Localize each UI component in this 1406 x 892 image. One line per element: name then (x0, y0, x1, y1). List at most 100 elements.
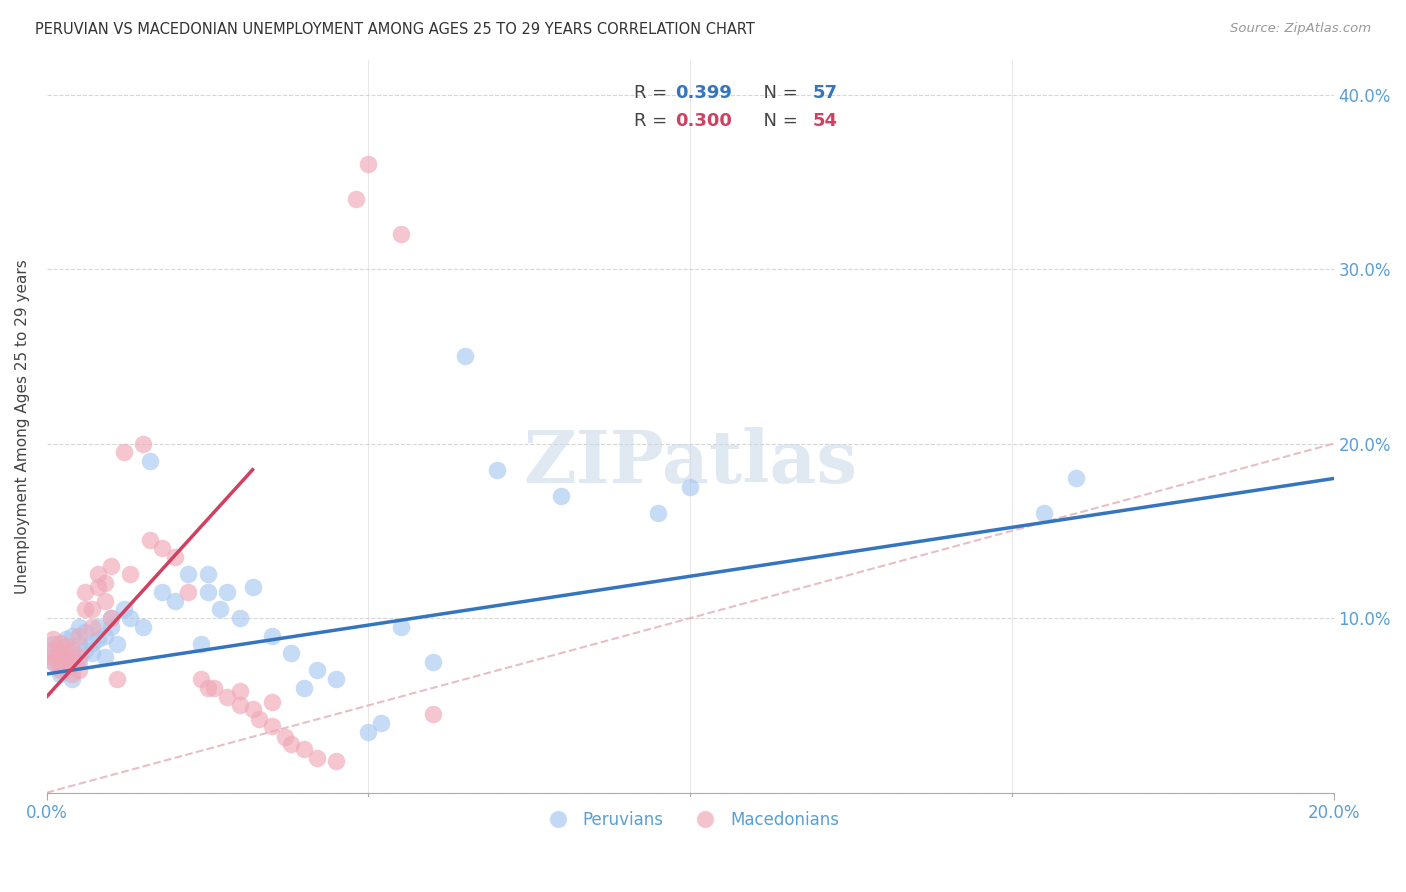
Point (67, 637, 90, 651)
Point (67, 649, 90, 664)
Text: Source: ZipAtlas.com: Source: ZipAtlas.com (1230, 22, 1371, 36)
Point (647, 507, 669, 521)
Point (55, 649, 77, 664)
Text: N =: N = (752, 85, 803, 103)
Text: 54: 54 (813, 112, 838, 130)
Point (190, 637, 212, 651)
Point (48, 667, 70, 681)
Point (454, 349, 477, 363)
Text: R =: R = (634, 112, 672, 130)
Point (60, 655, 83, 669)
Point (87, 567, 110, 582)
Point (42, 642, 65, 657)
Point (132, 436, 155, 450)
Y-axis label: Unemployment Among Ages 25 to 29 years: Unemployment Among Ages 25 to 29 years (15, 259, 30, 593)
Point (228, 611, 250, 625)
Point (67, 664, 90, 678)
Point (67, 620, 90, 634)
Point (42, 632, 65, 646)
Point (197, 681, 219, 695)
Point (100, 611, 122, 625)
Point (93, 649, 115, 664)
Point (165, 549, 187, 564)
Point (80, 635, 103, 649)
Point (107, 637, 129, 651)
Point (138, 454, 160, 468)
Point (48, 642, 70, 657)
Point (228, 698, 250, 713)
Point (60, 672, 83, 686)
Point (260, 695, 283, 709)
Point (228, 684, 250, 698)
Point (100, 620, 122, 634)
Point (42, 646, 65, 660)
Point (48, 649, 70, 664)
Point (280, 737, 302, 751)
Point (55, 632, 77, 646)
Text: R =: R = (634, 85, 672, 103)
Text: PERUVIAN VS MACEDONIAN UNEMPLOYMENT AMONG AGES 25 TO 29 YEARS CORRELATION CHART: PERUVIAN VS MACEDONIAN UNEMPLOYMENT AMON… (35, 22, 755, 37)
Point (75, 585, 97, 599)
Point (60, 642, 83, 657)
Point (138, 533, 160, 547)
Text: 0.399: 0.399 (675, 85, 731, 103)
Point (197, 567, 219, 582)
Point (1064, 471, 1087, 485)
Point (60, 629, 83, 643)
Point (357, 724, 380, 739)
Point (215, 690, 238, 704)
Point (132, 620, 155, 634)
Point (80, 602, 103, 616)
Point (93, 629, 115, 643)
Point (67, 655, 90, 669)
Point (120, 611, 142, 625)
Point (42, 655, 65, 669)
Point (305, 664, 328, 678)
Point (679, 480, 702, 494)
Point (357, 157, 380, 171)
Point (389, 227, 412, 241)
Point (48, 664, 70, 678)
Point (190, 672, 212, 686)
Text: N =: N = (752, 112, 803, 130)
Text: ZIPatlas: ZIPatlas (523, 427, 858, 499)
Point (93, 576, 115, 591)
Point (93, 593, 115, 607)
Point (247, 712, 270, 726)
Point (422, 655, 444, 669)
Point (107, 672, 129, 686)
Point (55, 660, 77, 674)
Point (67, 629, 90, 643)
Point (75, 602, 97, 616)
Point (1033, 507, 1056, 521)
Point (42, 649, 65, 664)
Point (165, 593, 187, 607)
Point (550, 489, 572, 503)
Point (87, 632, 110, 646)
Point (242, 702, 264, 716)
Point (209, 602, 232, 616)
Point (197, 585, 219, 599)
Point (55, 653, 77, 667)
Text: 0.300: 0.300 (675, 112, 731, 130)
Point (177, 567, 200, 582)
Point (80, 646, 103, 660)
Point (112, 602, 135, 616)
Point (42, 655, 65, 669)
Point (152, 585, 174, 599)
Point (87, 620, 110, 634)
Point (55, 664, 77, 678)
Point (292, 681, 315, 695)
Point (120, 567, 142, 582)
Point (48, 660, 70, 674)
Point (280, 646, 302, 660)
Point (60, 646, 83, 660)
Point (344, 192, 367, 206)
Point (260, 719, 283, 733)
Point (100, 558, 122, 573)
Point (48, 646, 70, 660)
Point (274, 730, 297, 744)
Point (260, 629, 283, 643)
Point (48, 653, 70, 667)
Point (422, 707, 444, 722)
